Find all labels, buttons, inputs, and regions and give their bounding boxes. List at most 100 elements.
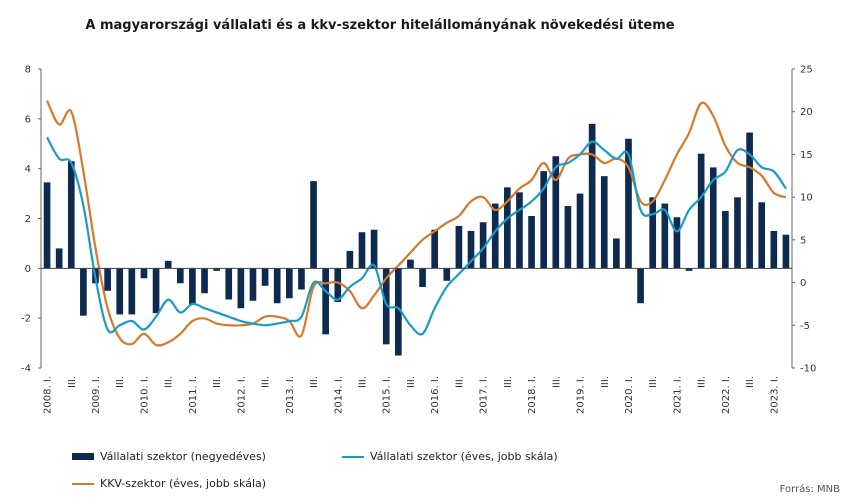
x-tick-label: III.	[357, 376, 368, 388]
sme-annual-line	[46, 100, 787, 347]
bar	[661, 203, 669, 269]
x-tick-label: III.	[551, 376, 562, 388]
legend-item-corporate-line: Vállalati szektor (éves, jobb skála)	[342, 450, 558, 463]
bar	[613, 238, 620, 269]
bar	[261, 268, 269, 286]
bar	[394, 268, 402, 356]
right-tick-label: -5	[800, 321, 810, 332]
x-tick-label: 2010. I.	[139, 376, 150, 414]
bar	[104, 268, 111, 291]
bar	[140, 268, 148, 279]
x-tick-label: 2014. I.	[333, 376, 344, 414]
x-tick-label: 2021. I.	[672, 376, 683, 414]
x-tick-label: III.	[164, 376, 175, 388]
left-tick-label: -2	[21, 314, 31, 325]
source-note: Forrás: MNB	[779, 484, 840, 495]
left-tick-label: 6	[25, 114, 31, 125]
x-tick-label: 2008. I.	[43, 376, 54, 414]
bar	[685, 268, 693, 271]
x-tick-label: 2011. I.	[188, 376, 199, 414]
left-tick-label: -4	[21, 364, 31, 375]
x-tick-label: III.	[67, 376, 78, 388]
bar	[540, 171, 548, 269]
left-tick-label: 4	[25, 164, 31, 175]
left-tick-label: 8	[25, 65, 31, 76]
bar	[419, 268, 426, 288]
right-tick-label: 15	[800, 150, 813, 161]
bar	[455, 225, 463, 269]
bar	[734, 197, 741, 269]
bar	[697, 153, 705, 269]
axis-layer: -4 -2 0 2 4 6 8 -10 -5 0 5 10 15 20 25 2008. I. III. 2009…	[21, 65, 816, 414]
bar	[273, 268, 281, 304]
bar	[164, 260, 172, 269]
right-tick-label: 25	[800, 65, 813, 76]
x-tick-label: 2013. I.	[285, 376, 296, 414]
right-tick-label: 20	[800, 107, 813, 118]
x-tick-label: 2015. I.	[382, 376, 393, 414]
bar	[528, 216, 535, 269]
bar	[358, 232, 366, 269]
bar	[322, 268, 329, 335]
bar	[213, 268, 220, 271]
bar	[673, 217, 681, 269]
x-tick-label: III.	[212, 376, 223, 388]
bar	[649, 197, 657, 269]
bar	[298, 268, 305, 290]
bar	[249, 268, 257, 301]
bar	[382, 268, 390, 345]
x-tick-label: III.	[745, 376, 756, 388]
bar	[407, 259, 414, 269]
bar	[128, 268, 136, 315]
x-tick-label: III.	[454, 376, 465, 388]
bar	[225, 268, 233, 300]
bar	[80, 268, 87, 316]
bar	[600, 176, 608, 269]
bar	[370, 229, 378, 269]
bar	[479, 222, 487, 269]
bar	[443, 268, 451, 281]
bar	[55, 248, 63, 269]
bar	[201, 268, 208, 294]
bar	[310, 181, 317, 269]
x-tick-label: III.	[600, 376, 611, 388]
bar	[722, 211, 729, 269]
x-tick-label: 2012. I.	[236, 376, 247, 414]
line-layer	[46, 100, 787, 347]
x-tick-label: 2009. I.	[91, 376, 102, 414]
legend-label-bars: Vállalati szektor (negyedéves)	[100, 450, 266, 463]
bar	[431, 229, 439, 269]
bar	[588, 123, 596, 269]
left-tick-label: 2	[25, 214, 31, 225]
bar	[189, 268, 196, 305]
legend-swatch-bar	[72, 453, 94, 460]
bar	[152, 268, 160, 314]
right-tick-label: -10	[800, 364, 816, 375]
x-tick-label: 2020. I.	[624, 376, 635, 414]
bar	[552, 156, 560, 269]
right-tick-label: 10	[800, 193, 813, 204]
bar	[625, 138, 632, 269]
x-tick-label: 2018. I.	[527, 376, 538, 414]
corporate-annual-line	[46, 136, 787, 336]
x-tick-label: 2023. I.	[769, 376, 780, 414]
bar	[709, 167, 717, 269]
bar	[67, 161, 75, 269]
x-tick-label: 2019. I.	[576, 376, 587, 414]
bar	[346, 250, 354, 269]
legend-swatch-sme	[72, 482, 94, 485]
bar	[770, 230, 778, 269]
bar	[176, 268, 184, 284]
x-tick-label: 2016. I.	[430, 376, 441, 414]
bar	[116, 268, 124, 315]
x-tick-label: 2017. I.	[479, 376, 490, 414]
bar	[285, 268, 293, 299]
legend-item-bars: Vállalati szektor (negyedéves)	[72, 450, 266, 463]
x-tick-label: III.	[406, 376, 417, 388]
bar	[576, 193, 584, 269]
legend-label-sme: KKV-szektor (éves, jobb skála)	[100, 477, 267, 490]
bar	[516, 192, 523, 269]
left-tick-label: 0	[25, 264, 31, 275]
bar-layer	[43, 123, 790, 356]
